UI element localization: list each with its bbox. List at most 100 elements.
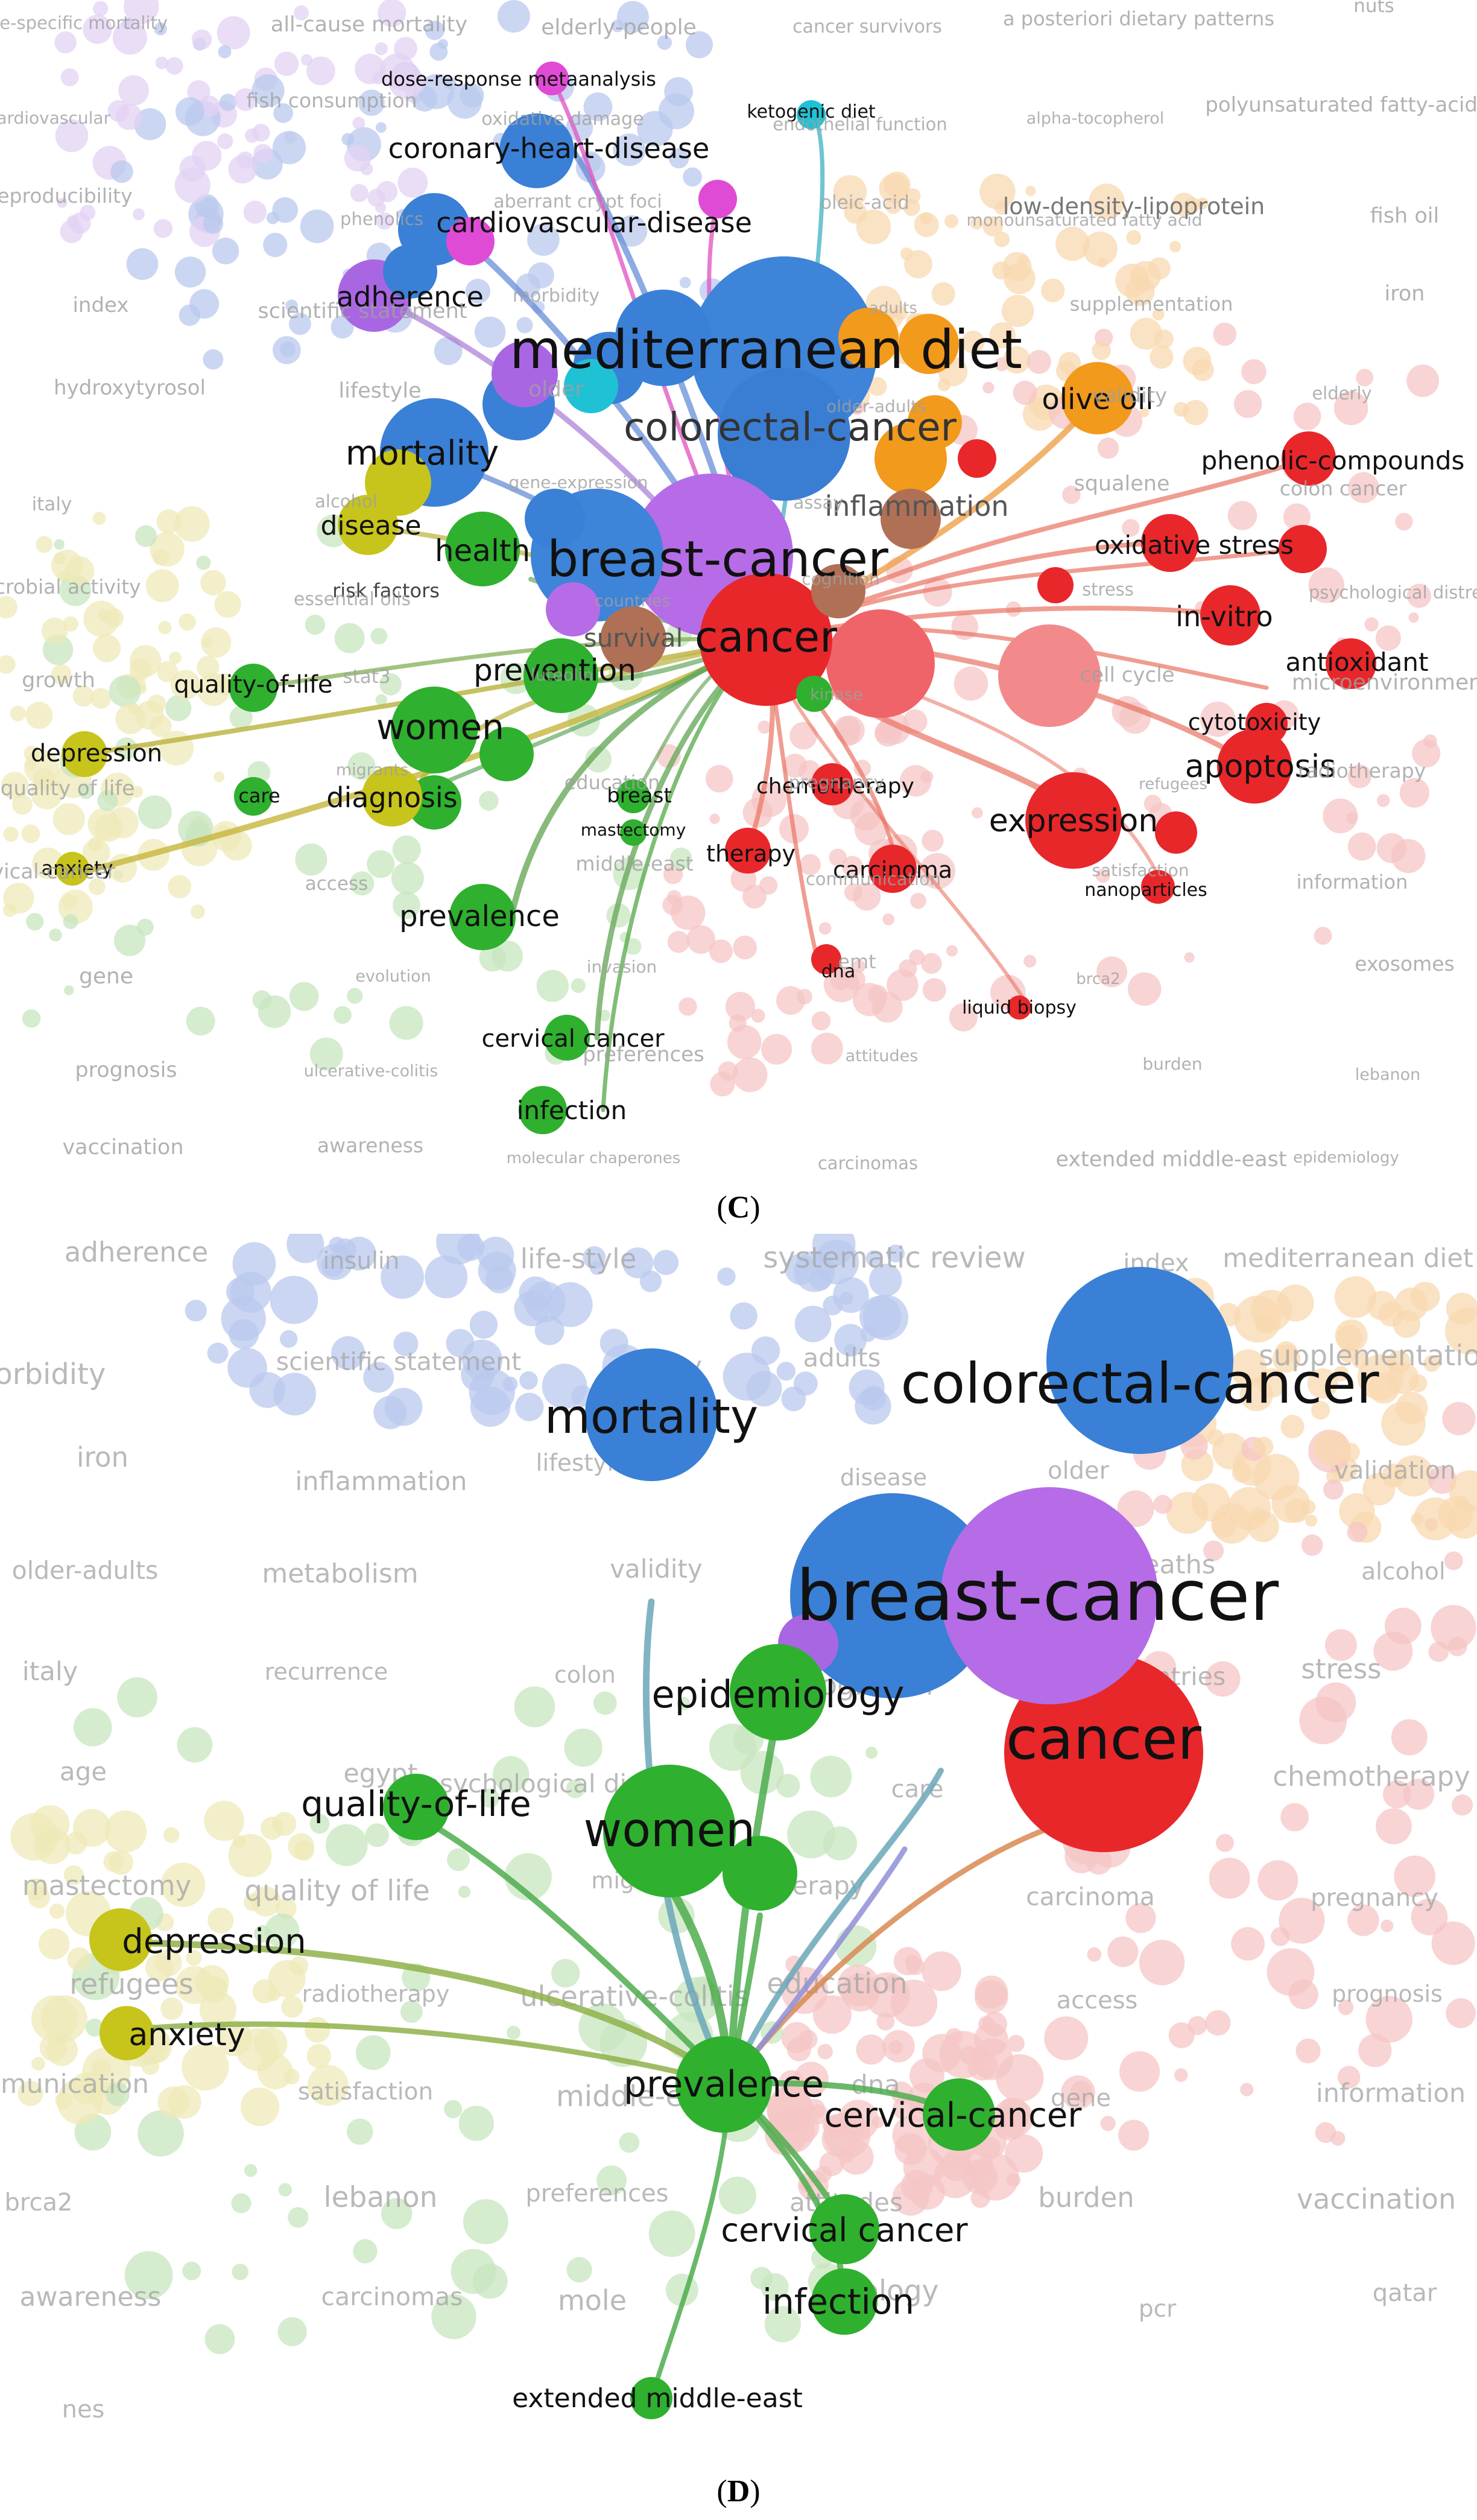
node-epidemiology[interactable] xyxy=(730,1644,826,1741)
node-quality-of-life[interactable] xyxy=(383,1774,449,1840)
background-node xyxy=(1301,1534,1323,1556)
node-mortality[interactable] xyxy=(585,1348,718,1481)
node-anxiety[interactable] xyxy=(100,2006,154,2060)
faded-label: nes xyxy=(62,2396,105,2423)
node-quality-of-life[interactable] xyxy=(229,664,277,712)
node xyxy=(492,341,558,407)
node-ketogenic-diet[interactable] xyxy=(797,100,826,129)
node-in-vitro[interactable] xyxy=(1200,585,1260,646)
background-node xyxy=(817,2043,833,2060)
node-mastectomy[interactable] xyxy=(620,819,647,846)
node-prevalence[interactable] xyxy=(675,2036,772,2133)
node-depression[interactable] xyxy=(89,1908,152,1971)
node-cancer[interactable] xyxy=(700,573,832,706)
background-node xyxy=(1203,1540,1224,1561)
background-node xyxy=(153,219,173,238)
node xyxy=(899,314,959,374)
node-cervical-cancer-2[interactable] xyxy=(809,2194,879,2264)
background-node xyxy=(57,197,68,208)
node-infection[interactable] xyxy=(519,1086,567,1134)
node-phenolic-compounds[interactable] xyxy=(1282,431,1336,486)
node-women[interactable] xyxy=(603,1765,736,1897)
background-node xyxy=(1348,832,1376,861)
node-carcinoma[interactable] xyxy=(868,845,917,893)
background-node xyxy=(811,1011,831,1030)
node-cervical-cancer[interactable] xyxy=(923,2078,995,2151)
background-node xyxy=(1207,1429,1224,1446)
node-olive-oil[interactable] xyxy=(1061,362,1134,434)
node xyxy=(564,359,618,413)
background-node xyxy=(919,853,956,889)
faded-label: education xyxy=(565,771,660,794)
faded-label: lebanon xyxy=(324,2181,438,2214)
background-node xyxy=(922,1951,961,1992)
node-breast[interactable] xyxy=(616,779,650,813)
node-disease[interactable] xyxy=(338,495,398,555)
node-women[interactable] xyxy=(391,687,478,773)
node-dna[interactable] xyxy=(811,944,841,974)
node-antioxidant[interactable] xyxy=(1326,638,1376,689)
faded-label: squalene xyxy=(1074,472,1169,496)
faded-label: older-adults xyxy=(12,1556,159,1585)
node-colorectal-cancer[interactable] xyxy=(1046,1267,1233,1454)
background-node xyxy=(72,685,94,707)
node-breast-cancer[interactable] xyxy=(941,1487,1158,1704)
node-health[interactable] xyxy=(445,512,520,586)
background-node xyxy=(54,539,65,550)
background-node xyxy=(31,1995,78,2042)
node-dose-response-metaanalysis[interactable] xyxy=(535,62,569,95)
node xyxy=(881,489,941,549)
background-node xyxy=(1095,868,1110,883)
background-node xyxy=(244,1893,262,1911)
background-node xyxy=(24,749,60,785)
node-cervical-cancer-1[interactable] xyxy=(544,1015,590,1061)
background-node xyxy=(1118,2119,1150,2151)
node-nanoparticles[interactable] xyxy=(1141,870,1175,904)
background-node xyxy=(906,1957,925,1975)
node-colorectal-cancer[interactable] xyxy=(718,368,850,501)
label-liquid-biopsy: liquid biopsy xyxy=(962,997,1077,1018)
node-care[interactable] xyxy=(234,777,273,816)
label-apoptosis: apoptosis xyxy=(1185,749,1336,785)
background-node xyxy=(182,2043,229,2091)
node-coronary-heart-disease[interactable] xyxy=(499,113,574,188)
node-chemotherapy[interactable] xyxy=(811,763,853,805)
background-node xyxy=(267,212,279,224)
background-node xyxy=(347,2118,373,2145)
network-panel-c: mediterranean diet colorectal-cancer bre… xyxy=(0,0,1477,1182)
background-node xyxy=(447,1848,470,1871)
node-diagnosis[interactable] xyxy=(362,766,422,827)
node-anxiety[interactable] xyxy=(55,852,89,886)
node-prevalence[interactable] xyxy=(449,884,516,950)
background-node xyxy=(1280,1803,1309,1832)
faded-label: migrants xyxy=(336,761,408,779)
background-node xyxy=(944,214,958,229)
label-mediterranean-diet: mediterranean diet xyxy=(510,319,1022,381)
background-node xyxy=(1154,329,1174,349)
node-apoptosis[interactable] xyxy=(1217,729,1292,804)
node-survival[interactable] xyxy=(600,606,666,673)
node-liquid-biopsy[interactable] xyxy=(1007,995,1031,1020)
background-node xyxy=(1007,2173,1020,2188)
background-node xyxy=(480,1788,500,1808)
background-node xyxy=(1200,702,1236,737)
background-node xyxy=(204,1800,244,1841)
node-oxidative-stress[interactable] xyxy=(1141,514,1199,572)
background-node xyxy=(838,2099,879,2141)
background-node xyxy=(1071,2081,1092,2103)
faded-label: polyunsaturated fatty-acids xyxy=(1205,93,1477,117)
node-therapy[interactable] xyxy=(725,828,771,874)
background-node xyxy=(160,1997,183,2020)
background-node xyxy=(165,57,183,75)
node-infection[interactable] xyxy=(811,2268,878,2335)
node-expression[interactable] xyxy=(1025,772,1122,869)
faded-label: insulin xyxy=(323,1248,400,1275)
background-node xyxy=(400,2001,423,2023)
node-depression[interactable] xyxy=(62,731,107,777)
background-node xyxy=(434,337,463,366)
node-extended-middle-east[interactable] xyxy=(630,2377,672,2419)
node-prevention[interactable] xyxy=(523,638,598,713)
label-anxiety: anxiety xyxy=(42,857,113,880)
background-node xyxy=(1431,1605,1476,1651)
node xyxy=(811,564,865,618)
